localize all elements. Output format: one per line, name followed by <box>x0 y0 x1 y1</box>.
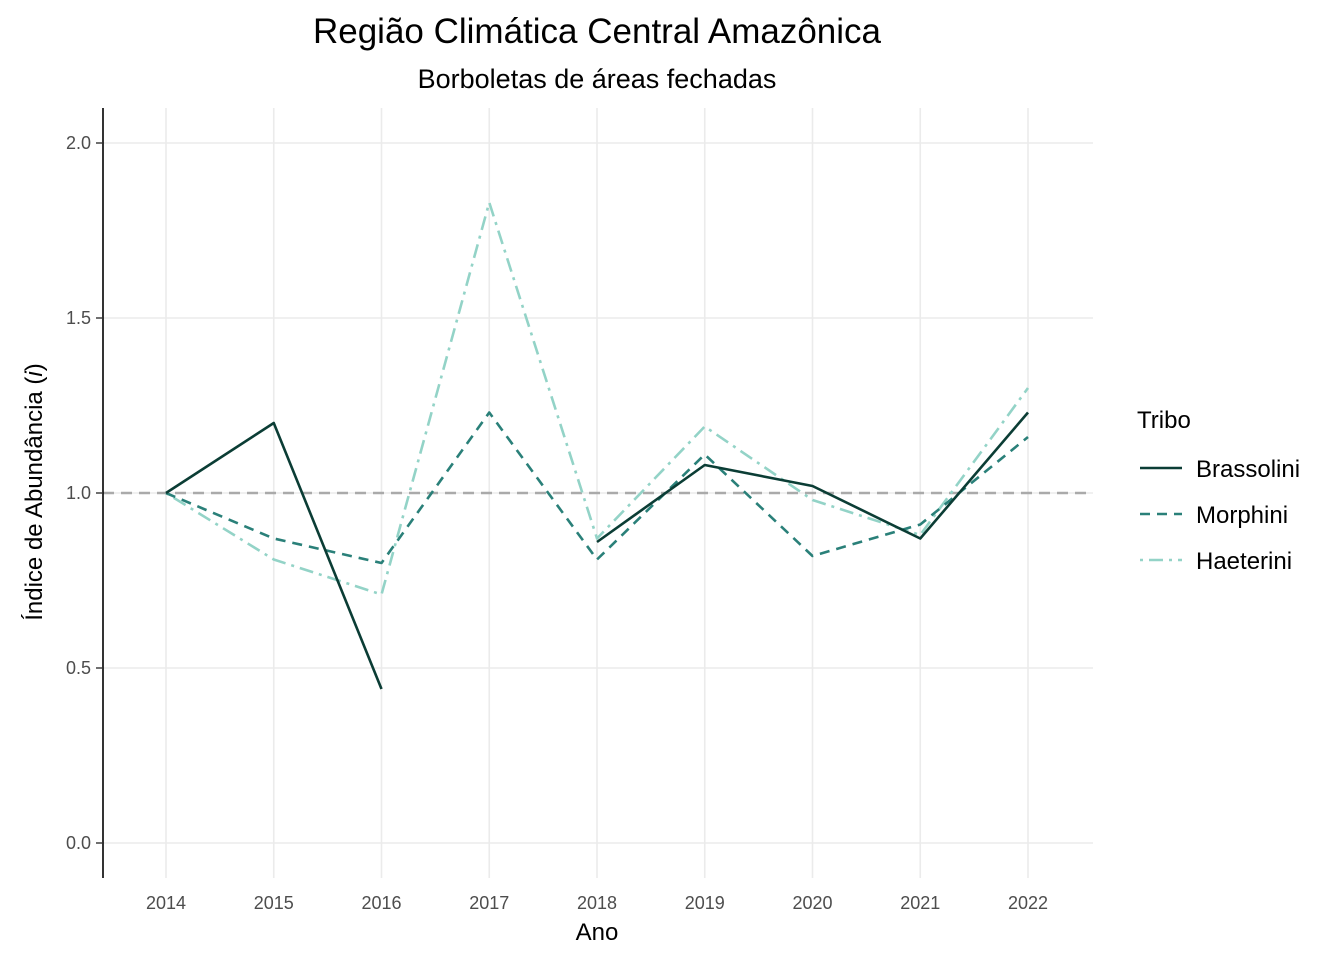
axes: 0.0 0.5 1.0 1.5 2.0 2014 2015 2016 2017 2018 2019 2… <box>66 108 1048 913</box>
x-tick-label: 2017 <box>469 893 509 913</box>
x-tick-label: 2019 <box>685 893 725 913</box>
series-line-brassolini-1 <box>596 411 1029 544</box>
series-lines <box>165 201 1030 690</box>
y-tick-label: 2.0 <box>66 133 91 153</box>
y-axis-title-end: ) <box>21 363 48 371</box>
chart-subtitle: Borboletas de áreas fechadas <box>418 64 777 94</box>
y-tick-label: 1.0 <box>66 483 91 503</box>
legend: Tribo Brassolini Morphini Haeterini <box>1137 407 1300 575</box>
x-tick-label: 2015 <box>254 893 294 913</box>
y-axis-title-main: Índice de Abundância ( <box>21 377 48 621</box>
x-tick-label: 2014 <box>146 893 186 913</box>
legend-title: Tribo <box>1137 407 1191 434</box>
y-tick-label: 0.0 <box>66 833 91 853</box>
x-tick-label: 2016 <box>361 893 401 913</box>
x-tick-label: 2018 <box>577 893 617 913</box>
series-line-morphini-0 <box>165 411 1029 565</box>
series-line-haeterini-0 <box>165 201 1030 596</box>
chart-title: Região Climática Central Amazônica <box>313 12 882 51</box>
y-tick-label: 0.5 <box>66 658 91 678</box>
series-line-brassolini-0 <box>165 421 383 690</box>
legend-label-haeterini: Haeterini <box>1196 548 1292 575</box>
x-axis-title: Ano <box>576 919 619 946</box>
y-axis-title: Índice de Abundância (i) <box>21 363 48 621</box>
x-tick-label: 2022 <box>1008 893 1048 913</box>
x-tick-label: 2021 <box>900 893 940 913</box>
y-tick-label: 1.5 <box>66 308 91 328</box>
legend-label-brassolini: Brassolini <box>1196 456 1300 483</box>
legend-label-morphini: Morphini <box>1196 502 1288 529</box>
y-axis-title-italic: i <box>21 371 48 377</box>
x-tick-label: 2020 <box>792 893 832 913</box>
